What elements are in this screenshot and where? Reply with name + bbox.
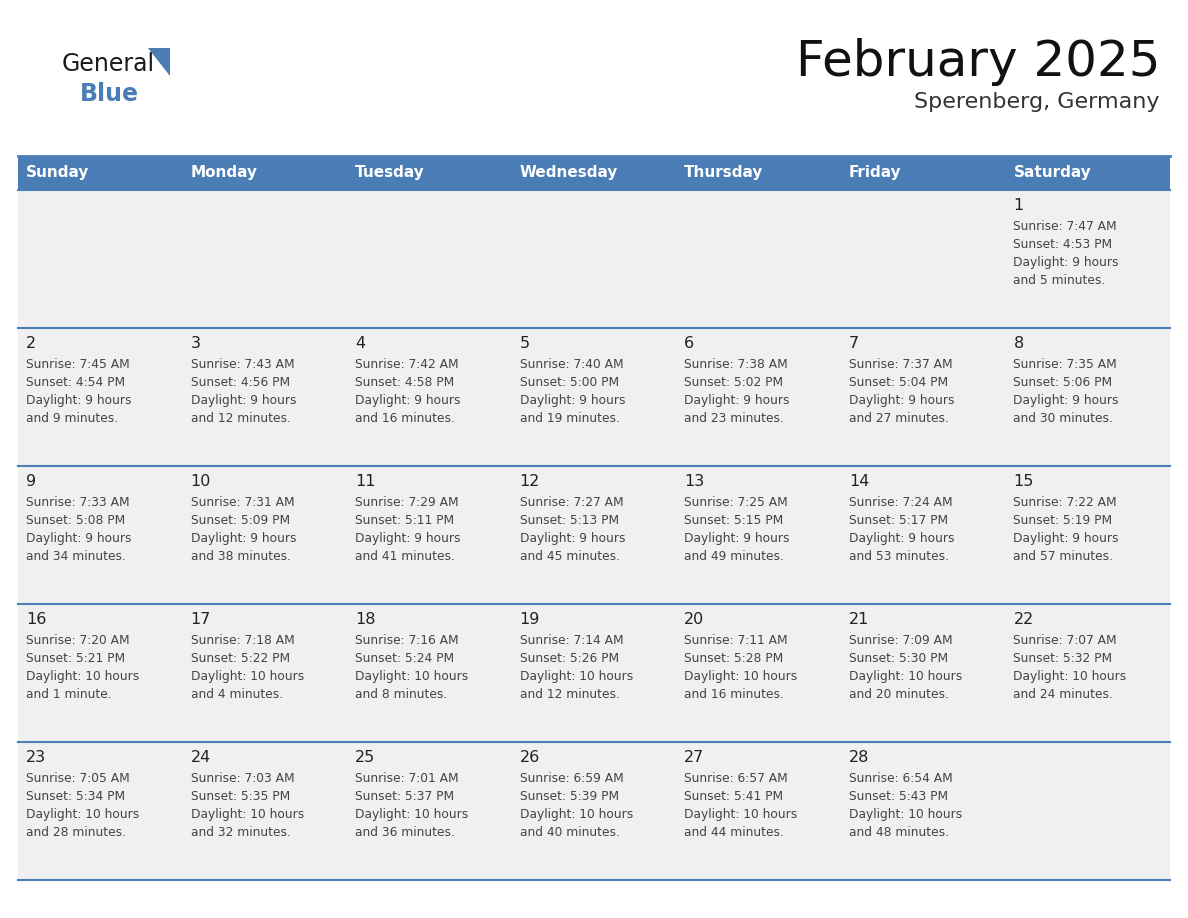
Text: Sunrise: 7:16 AM
Sunset: 5:24 PM
Daylight: 10 hours
and 8 minutes.: Sunrise: 7:16 AM Sunset: 5:24 PM Dayligh… xyxy=(355,634,468,701)
Text: Sunrise: 6:54 AM
Sunset: 5:43 PM
Daylight: 10 hours
and 48 minutes.: Sunrise: 6:54 AM Sunset: 5:43 PM Dayligh… xyxy=(849,772,962,839)
Text: 18: 18 xyxy=(355,612,375,627)
Text: Sunrise: 7:11 AM
Sunset: 5:28 PM
Daylight: 10 hours
and 16 minutes.: Sunrise: 7:11 AM Sunset: 5:28 PM Dayligh… xyxy=(684,634,797,701)
Text: 3: 3 xyxy=(190,336,201,351)
Text: February 2025: February 2025 xyxy=(796,38,1159,86)
Text: Sunrise: 7:37 AM
Sunset: 5:04 PM
Daylight: 9 hours
and 27 minutes.: Sunrise: 7:37 AM Sunset: 5:04 PM Dayligh… xyxy=(849,358,954,425)
Text: 25: 25 xyxy=(355,750,375,765)
Text: Sunrise: 7:18 AM
Sunset: 5:22 PM
Daylight: 10 hours
and 4 minutes.: Sunrise: 7:18 AM Sunset: 5:22 PM Dayligh… xyxy=(190,634,304,701)
Bar xyxy=(18,328,1170,466)
Bar xyxy=(347,156,512,190)
Text: 8: 8 xyxy=(1013,336,1024,351)
Text: 7: 7 xyxy=(849,336,859,351)
Bar xyxy=(841,156,1005,190)
Text: Sunrise: 6:59 AM
Sunset: 5:39 PM
Daylight: 10 hours
and 40 minutes.: Sunrise: 6:59 AM Sunset: 5:39 PM Dayligh… xyxy=(519,772,633,839)
Text: General: General xyxy=(62,52,156,76)
Text: 12: 12 xyxy=(519,474,541,489)
Bar xyxy=(183,156,347,190)
Text: Sunrise: 7:09 AM
Sunset: 5:30 PM
Daylight: 10 hours
and 20 minutes.: Sunrise: 7:09 AM Sunset: 5:30 PM Dayligh… xyxy=(849,634,962,701)
Bar xyxy=(18,190,1170,328)
Text: Sunrise: 7:40 AM
Sunset: 5:00 PM
Daylight: 9 hours
and 19 minutes.: Sunrise: 7:40 AM Sunset: 5:00 PM Dayligh… xyxy=(519,358,625,425)
Text: Sunrise: 7:22 AM
Sunset: 5:19 PM
Daylight: 9 hours
and 57 minutes.: Sunrise: 7:22 AM Sunset: 5:19 PM Dayligh… xyxy=(1013,496,1119,563)
Text: 13: 13 xyxy=(684,474,704,489)
Text: 28: 28 xyxy=(849,750,870,765)
Text: Sunday: Sunday xyxy=(26,165,89,181)
Text: 23: 23 xyxy=(26,750,46,765)
Polygon shape xyxy=(148,48,170,76)
Text: Thursday: Thursday xyxy=(684,165,764,181)
Text: 5: 5 xyxy=(519,336,530,351)
Text: Sunrise: 7:01 AM
Sunset: 5:37 PM
Daylight: 10 hours
and 36 minutes.: Sunrise: 7:01 AM Sunset: 5:37 PM Dayligh… xyxy=(355,772,468,839)
Text: 2: 2 xyxy=(26,336,36,351)
Bar xyxy=(18,742,1170,880)
Text: 15: 15 xyxy=(1013,474,1034,489)
Text: Sunrise: 7:29 AM
Sunset: 5:11 PM
Daylight: 9 hours
and 41 minutes.: Sunrise: 7:29 AM Sunset: 5:11 PM Dayligh… xyxy=(355,496,461,563)
Text: Tuesday: Tuesday xyxy=(355,165,425,181)
Text: Monday: Monday xyxy=(190,165,258,181)
Bar xyxy=(18,604,1170,742)
Text: Wednesday: Wednesday xyxy=(519,165,618,181)
Text: Sunrise: 7:07 AM
Sunset: 5:32 PM
Daylight: 10 hours
and 24 minutes.: Sunrise: 7:07 AM Sunset: 5:32 PM Dayligh… xyxy=(1013,634,1126,701)
Bar xyxy=(512,156,676,190)
Text: 4: 4 xyxy=(355,336,365,351)
Text: 27: 27 xyxy=(684,750,704,765)
Text: 26: 26 xyxy=(519,750,541,765)
Text: 14: 14 xyxy=(849,474,870,489)
Text: 22: 22 xyxy=(1013,612,1034,627)
Text: Sunrise: 7:03 AM
Sunset: 5:35 PM
Daylight: 10 hours
and 32 minutes.: Sunrise: 7:03 AM Sunset: 5:35 PM Dayligh… xyxy=(190,772,304,839)
Text: 10: 10 xyxy=(190,474,211,489)
Text: Sunrise: 7:05 AM
Sunset: 5:34 PM
Daylight: 10 hours
and 28 minutes.: Sunrise: 7:05 AM Sunset: 5:34 PM Dayligh… xyxy=(26,772,139,839)
Text: Sunrise: 6:57 AM
Sunset: 5:41 PM
Daylight: 10 hours
and 44 minutes.: Sunrise: 6:57 AM Sunset: 5:41 PM Dayligh… xyxy=(684,772,797,839)
Text: 16: 16 xyxy=(26,612,46,627)
Text: Sunrise: 7:24 AM
Sunset: 5:17 PM
Daylight: 9 hours
and 53 minutes.: Sunrise: 7:24 AM Sunset: 5:17 PM Dayligh… xyxy=(849,496,954,563)
Bar xyxy=(676,156,841,190)
Bar xyxy=(1005,156,1170,190)
Text: Sunrise: 7:33 AM
Sunset: 5:08 PM
Daylight: 9 hours
and 34 minutes.: Sunrise: 7:33 AM Sunset: 5:08 PM Dayligh… xyxy=(26,496,132,563)
Text: 9: 9 xyxy=(26,474,36,489)
Text: 1: 1 xyxy=(1013,198,1024,213)
Text: Sunrise: 7:27 AM
Sunset: 5:13 PM
Daylight: 9 hours
and 45 minutes.: Sunrise: 7:27 AM Sunset: 5:13 PM Dayligh… xyxy=(519,496,625,563)
Text: Sunrise: 7:35 AM
Sunset: 5:06 PM
Daylight: 9 hours
and 30 minutes.: Sunrise: 7:35 AM Sunset: 5:06 PM Dayligh… xyxy=(1013,358,1119,425)
Text: 11: 11 xyxy=(355,474,375,489)
Text: 21: 21 xyxy=(849,612,870,627)
Bar xyxy=(18,466,1170,604)
Text: 20: 20 xyxy=(684,612,704,627)
Text: 17: 17 xyxy=(190,612,211,627)
Text: Sunrise: 7:25 AM
Sunset: 5:15 PM
Daylight: 9 hours
and 49 minutes.: Sunrise: 7:25 AM Sunset: 5:15 PM Dayligh… xyxy=(684,496,790,563)
Text: Blue: Blue xyxy=(80,82,139,106)
Text: Sunrise: 7:31 AM
Sunset: 5:09 PM
Daylight: 9 hours
and 38 minutes.: Sunrise: 7:31 AM Sunset: 5:09 PM Dayligh… xyxy=(190,496,296,563)
Text: Sunrise: 7:45 AM
Sunset: 4:54 PM
Daylight: 9 hours
and 9 minutes.: Sunrise: 7:45 AM Sunset: 4:54 PM Dayligh… xyxy=(26,358,132,425)
Text: Sunrise: 7:38 AM
Sunset: 5:02 PM
Daylight: 9 hours
and 23 minutes.: Sunrise: 7:38 AM Sunset: 5:02 PM Dayligh… xyxy=(684,358,790,425)
Bar xyxy=(18,156,183,190)
Text: Friday: Friday xyxy=(849,165,902,181)
Text: Sunrise: 7:14 AM
Sunset: 5:26 PM
Daylight: 10 hours
and 12 minutes.: Sunrise: 7:14 AM Sunset: 5:26 PM Dayligh… xyxy=(519,634,633,701)
Text: Sunrise: 7:42 AM
Sunset: 4:58 PM
Daylight: 9 hours
and 16 minutes.: Sunrise: 7:42 AM Sunset: 4:58 PM Dayligh… xyxy=(355,358,461,425)
Text: Saturday: Saturday xyxy=(1013,165,1092,181)
Text: 6: 6 xyxy=(684,336,695,351)
Text: Sunrise: 7:47 AM
Sunset: 4:53 PM
Daylight: 9 hours
and 5 minutes.: Sunrise: 7:47 AM Sunset: 4:53 PM Dayligh… xyxy=(1013,220,1119,287)
Text: 19: 19 xyxy=(519,612,541,627)
Text: Sunrise: 7:20 AM
Sunset: 5:21 PM
Daylight: 10 hours
and 1 minute.: Sunrise: 7:20 AM Sunset: 5:21 PM Dayligh… xyxy=(26,634,139,701)
Text: 24: 24 xyxy=(190,750,210,765)
Text: Sunrise: 7:43 AM
Sunset: 4:56 PM
Daylight: 9 hours
and 12 minutes.: Sunrise: 7:43 AM Sunset: 4:56 PM Dayligh… xyxy=(190,358,296,425)
Text: Sperenberg, Germany: Sperenberg, Germany xyxy=(915,92,1159,112)
